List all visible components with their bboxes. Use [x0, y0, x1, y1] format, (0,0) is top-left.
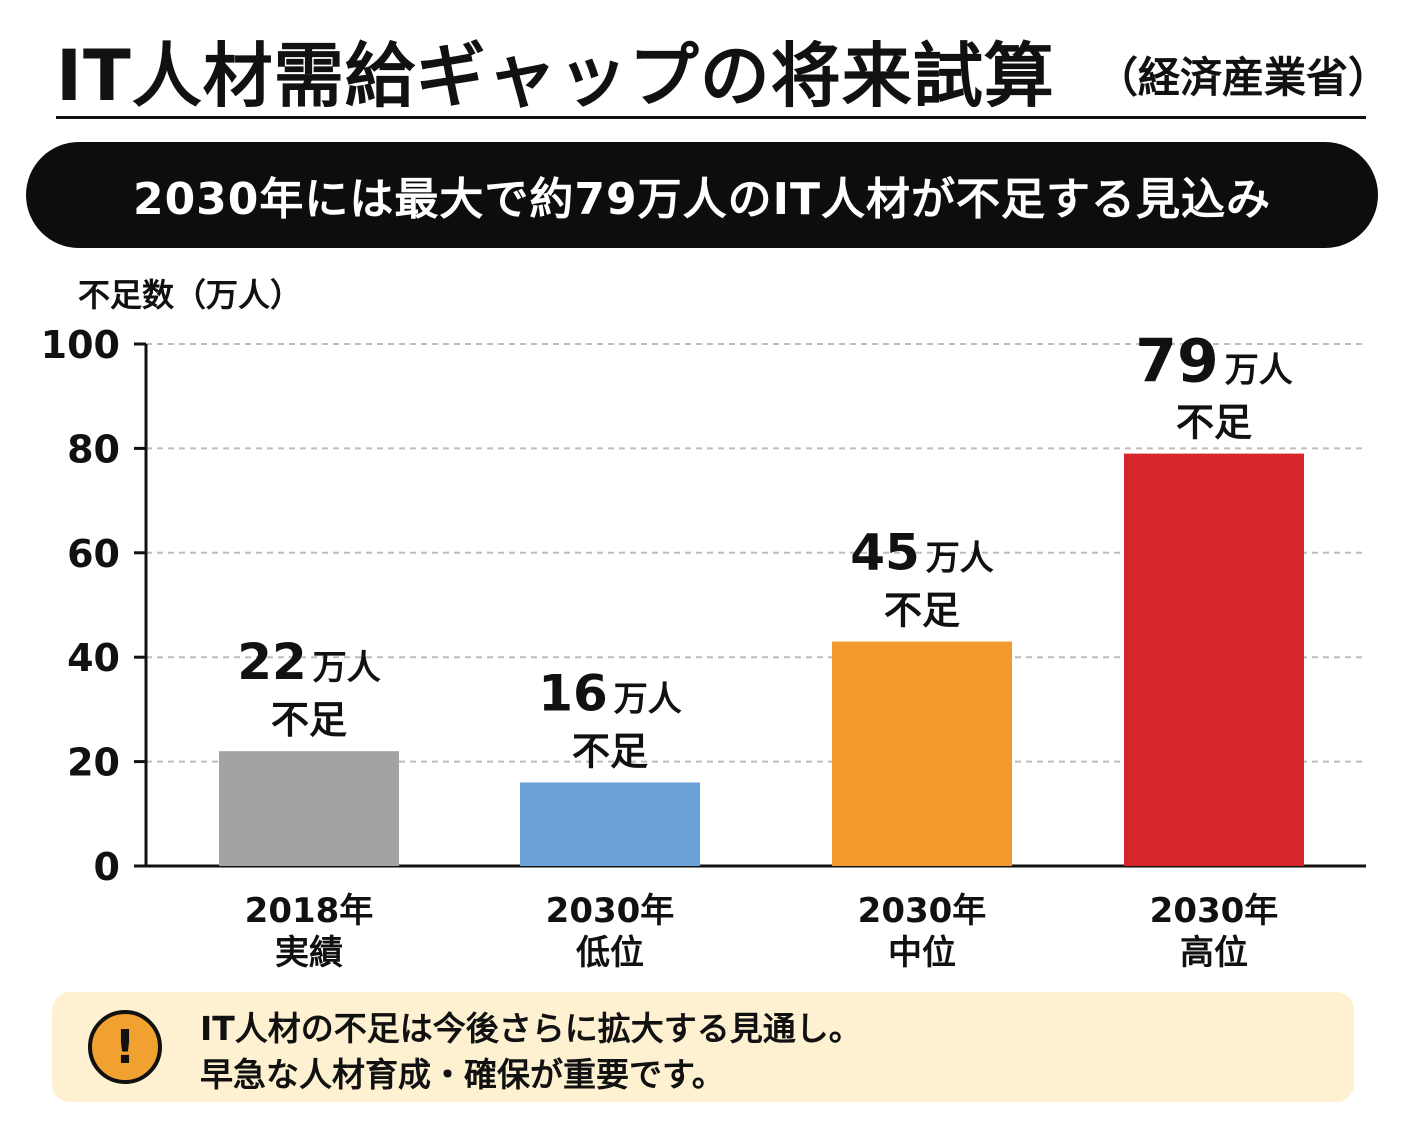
callout-text: IT人材の不足は今後さらに拡大する見通し。 早急な人材育成・確保が重要です。 — [200, 1006, 862, 1098]
title-divider — [56, 116, 1366, 119]
category-label-1: 実績 — [275, 933, 343, 973]
bar-3 — [832, 641, 1012, 866]
data-label-suffix-4: 不足 — [1176, 401, 1252, 445]
category-label-2: 低位 — [576, 933, 644, 973]
category-year-2: 2030年 — [546, 891, 675, 931]
bar-1 — [219, 751, 399, 866]
y-tick-label: 0 — [94, 845, 120, 889]
callout-line-2: 早急な人材育成・確保が重要です。 — [200, 1055, 725, 1094]
data-label-2: 16 万人 — [538, 664, 682, 722]
category-year-3: 2030年 — [858, 891, 987, 931]
category-label-3: 中位 — [888, 933, 956, 973]
callout-line-1: IT人材の不足は今後さらに拡大する見通し。 — [200, 1009, 862, 1048]
data-label-suffix-3: 不足 — [884, 589, 960, 633]
title-area: IT人材需給ギャップの将来試算 （経済産業省） — [56, 14, 1390, 118]
data-label-suffix-2: 不足 — [572, 729, 648, 773]
y-tick-label: 60 — [67, 532, 120, 576]
category-year-1: 2018年 — [245, 891, 374, 931]
data-label-3: 45 万人 — [850, 524, 994, 582]
data-label-suffix-1: 不足 — [271, 698, 347, 742]
category-year-4: 2030年 — [1150, 891, 1279, 931]
y-tick-label: 40 — [67, 636, 120, 680]
exclamation-icon: ! — [88, 1010, 162, 1084]
y-axis-label: 不足数（万人） — [78, 276, 303, 314]
headline-banner: 2030年には最大で約79万人のIT人材が不足する見込み — [26, 142, 1378, 248]
y-tick-label: 100 — [41, 323, 120, 367]
y-tick-label: 80 — [67, 427, 120, 471]
data-label-1: 22 万人 — [237, 633, 381, 691]
y-tick-label: 20 — [67, 741, 120, 785]
page-title: IT人材需給ギャップの将来試算 — [56, 35, 1055, 117]
bar-2 — [520, 782, 700, 866]
bar-4 — [1124, 453, 1304, 866]
data-label-4: 79 万人 — [1135, 327, 1293, 397]
callout-box: ! IT人材の不足は今後さらに拡大する見通し。 早急な人材育成・確保が重要です。 — [52, 992, 1354, 1102]
category-label-4: 高位 — [1180, 933, 1248, 973]
title-source: （経済産業省） — [1096, 53, 1391, 102]
